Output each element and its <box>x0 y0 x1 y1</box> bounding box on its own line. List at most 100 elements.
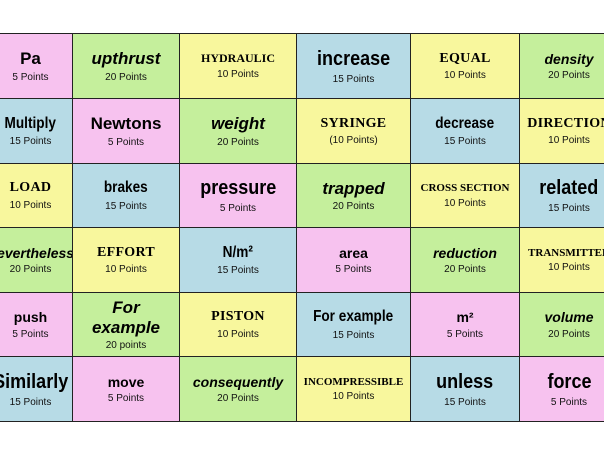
card-word: SYRINGE <box>320 115 387 131</box>
card-points: 5 Points <box>12 71 49 83</box>
card-points: 20 Points <box>217 136 259 148</box>
card-word: volume <box>544 309 594 326</box>
word-card: related 15 Points <box>520 164 604 228</box>
card-points: 5 Points <box>550 396 588 408</box>
card-word: PISTON <box>211 309 265 325</box>
word-card: consequently 20 Points <box>180 357 297 422</box>
card-word: decrease <box>435 114 495 132</box>
word-card: PISTON 10 Points <box>180 293 297 357</box>
card-word: pressure <box>199 177 277 199</box>
card-points: 10 Points <box>444 70 486 82</box>
card-points: 10 Points <box>105 264 147 276</box>
card-word: Multiply <box>4 114 57 132</box>
card-word: weight <box>211 114 265 134</box>
card-word: DIRECTION <box>527 115 604 131</box>
card-word: Pa <box>20 49 41 69</box>
card-word: trapped <box>322 178 385 198</box>
card-points: 20 Points <box>9 264 52 276</box>
card-word: EFFORT <box>96 244 156 260</box>
word-card: For example 15 Points <box>297 293 411 357</box>
word-card: For example 20 points <box>73 293 180 357</box>
card-points: 10 Points <box>217 328 259 340</box>
card-points: 5 Points <box>335 264 372 276</box>
word-card: trapped 20 Points <box>297 164 411 228</box>
card-points: 15 Points <box>105 200 147 212</box>
card-word: Similarly <box>0 370 69 393</box>
card-word: Nevertheless <box>0 244 73 261</box>
card-points: 20 Points <box>105 71 147 83</box>
word-card: DIRECTION 10 Points <box>520 99 604 164</box>
card-points: 10 Points <box>548 135 590 147</box>
word-card: Similarly 15 Points <box>0 357 73 422</box>
card-points: 10 Points <box>548 262 590 274</box>
word-card: Multiply 15 Points <box>0 99 73 164</box>
word-card: decrease 15 Points <box>411 99 520 164</box>
word-card: INCOMPRESSIBLE 10 Points <box>297 357 411 422</box>
card-points: 20 Points <box>332 201 375 213</box>
word-card: Newtons 5 Points <box>73 99 180 164</box>
card-points: 15 Points <box>9 396 52 408</box>
card-word: For example <box>313 308 394 326</box>
card-word: For example <box>91 297 161 337</box>
card-word: Newtons <box>90 114 162 134</box>
word-card: volume 20 Points <box>520 293 604 357</box>
word-card: increase 15 Points <box>297 34 411 99</box>
card-word: EQUAL <box>439 50 491 66</box>
card-word: unless <box>436 370 494 393</box>
card-word: related <box>539 177 599 199</box>
word-card: LOAD 10 Points <box>0 164 73 228</box>
word-card: brakes 15 Points <box>73 164 180 228</box>
card-points: 10 Points <box>9 199 52 211</box>
card-points: 5 Points <box>107 136 145 148</box>
card-points: 15 Points <box>548 203 590 214</box>
word-card: Pa 5 Points <box>0 34 73 99</box>
word-card: upthrust 20 Points <box>73 34 180 99</box>
card-word: TRANSMITTED <box>528 246 604 259</box>
word-card: reduction 20 Points <box>411 228 520 293</box>
card-points: 5 Points <box>12 328 49 340</box>
word-card: N/m² 15 Points <box>180 228 297 293</box>
card-points: 10 Points <box>332 391 375 403</box>
card-word: push <box>13 309 48 326</box>
card-points: 20 Points <box>548 70 590 82</box>
word-card: EFFORT 10 Points <box>73 228 180 293</box>
word-card: weight 20 Points <box>180 99 297 164</box>
card-points: 20 Points <box>548 328 590 340</box>
card-points: 20 Points <box>217 393 259 405</box>
card-points: 15 Points <box>332 329 375 341</box>
card-word: reduction <box>433 244 497 261</box>
card-word: LOAD <box>9 180 52 196</box>
card-word: consequently <box>192 373 284 390</box>
card-word: INCOMPRESSIBLE <box>303 375 404 388</box>
card-word: brakes <box>104 179 148 197</box>
card-points: 15 Points <box>444 396 486 408</box>
word-card: force 5 Points <box>520 357 604 422</box>
card-points: 10 Points <box>444 197 486 209</box>
word-card: move 5 Points <box>73 357 180 422</box>
card-points: 15 Points <box>444 136 486 148</box>
card-word: CROSS SECTION <box>420 182 510 195</box>
word-card: CROSS SECTION 10 Points <box>411 164 520 228</box>
word-card: m² 5 Points <box>411 293 520 357</box>
card-points: 5 Points <box>446 328 484 340</box>
card-word: m² <box>456 309 474 326</box>
card-points: 15 Points <box>217 265 259 277</box>
card-word: force <box>546 370 592 393</box>
card-word: N/m² <box>222 243 254 261</box>
word-card: EQUAL 10 Points <box>411 34 520 99</box>
card-points: 20 Points <box>444 264 486 276</box>
card-word: increase <box>316 47 391 70</box>
card-points: 20 points <box>105 340 147 352</box>
word-card: TRANSMITTED 10 Points <box>520 228 604 293</box>
card-word: HYDRAULIC <box>200 51 275 66</box>
card-points: 10 Points <box>217 68 259 80</box>
card-word: area <box>339 244 368 261</box>
word-card: area 5 Points <box>297 228 411 293</box>
word-card: pressure 5 Points <box>180 164 297 228</box>
card-word: move <box>107 373 145 390</box>
word-card: unless 15 Points <box>411 357 520 422</box>
word-card: Nevertheless 20 Points <box>0 228 73 293</box>
word-card: push 5 Points <box>0 293 73 357</box>
card-word: upthrust <box>91 49 161 69</box>
card-points: 5 Points <box>219 203 257 214</box>
